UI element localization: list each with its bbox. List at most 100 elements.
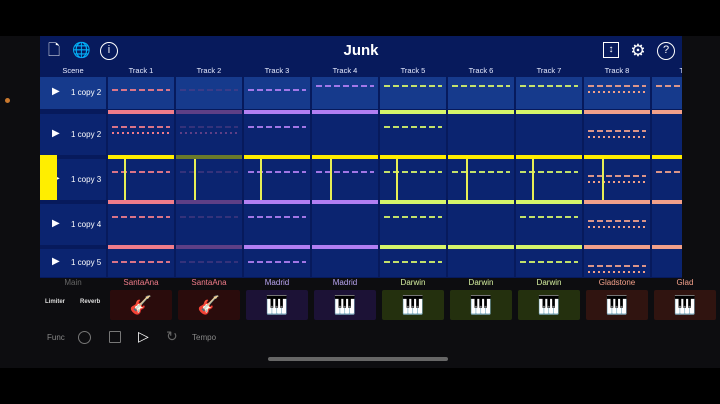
clip-cell[interactable] (516, 114, 582, 155)
instrument-name[interactable]: Darwin (400, 278, 426, 287)
clip-cell[interactable] (584, 77, 650, 109)
guitar-icon[interactable]: 🎸 (178, 290, 240, 320)
instrument-name[interactable]: Madrid (332, 278, 358, 287)
clip-cell[interactable] (652, 114, 682, 155)
drum-machine-icon[interactable]: 🎹 (586, 290, 648, 320)
clip-color-bar (584, 245, 650, 249)
clip-cell[interactable] (108, 77, 174, 109)
home-indicator[interactable] (268, 357, 448, 361)
clip-cell[interactable] (312, 159, 378, 200)
clip-cell[interactable] (108, 204, 174, 245)
clip-cell[interactable] (652, 159, 682, 200)
instrument-name[interactable]: Darwin (468, 278, 494, 287)
instrument-name[interactable]: SantaAna (191, 278, 227, 287)
clip-cell[interactable] (584, 114, 650, 155)
clip-cell[interactable] (244, 249, 310, 277)
clip-cell[interactable] (380, 77, 446, 109)
clip-cell[interactable] (108, 114, 174, 155)
clip-cell[interactable] (312, 249, 378, 277)
clip-color-bar (516, 200, 582, 204)
clip-cell[interactable] (312, 204, 378, 245)
record-button[interactable] (78, 331, 91, 344)
instrument-name[interactable]: Glad (676, 278, 694, 287)
gear-icon[interactable]: ⚙ (630, 41, 646, 60)
play-scene-icon[interactable]: ▶ (52, 256, 60, 267)
clip-notes (180, 261, 238, 263)
clip-cell[interactable] (448, 249, 514, 277)
func-button[interactable]: Func (47, 333, 65, 342)
clip-cell[interactable] (244, 114, 310, 155)
limiter-button[interactable]: Limiter (45, 299, 66, 305)
clip-cell[interactable] (516, 249, 582, 277)
keyboard-icon[interactable]: 🎹 (518, 290, 580, 320)
info-icon[interactable]: i (100, 42, 118, 60)
clip-cell[interactable] (584, 159, 650, 200)
instrument-name[interactable]: SantaAna (123, 278, 159, 287)
clip-color-bar (108, 200, 174, 204)
loop-icon[interactable]: ↻ (166, 328, 178, 344)
guitar-icon[interactable]: 🎸 (110, 290, 172, 320)
clip-cell[interactable] (448, 159, 514, 200)
globe-icon[interactable]: 🌐 (72, 42, 91, 59)
clip-cell[interactable] (176, 204, 242, 245)
drum-machine-icon[interactable]: 🎹 (654, 290, 716, 320)
clip-color-bar (380, 245, 446, 249)
clip-cell[interactable] (652, 249, 682, 277)
clip-cell[interactable] (380, 249, 446, 277)
keyboard-icon[interactable]: 🎹 (450, 290, 512, 320)
clip-cell[interactable] (516, 204, 582, 245)
synth-icon[interactable]: 🎹 (314, 290, 376, 320)
document-icon[interactable]: 🗋 (47, 42, 61, 59)
instrument-name[interactable]: Darwin (536, 278, 562, 287)
play-scene-icon[interactable]: ▶ (52, 217, 60, 229)
clip-cell[interactable] (312, 114, 378, 155)
reverb-button[interactable]: Reverb (80, 299, 101, 305)
clip-cell[interactable] (380, 204, 446, 245)
clip-cell[interactable] (380, 159, 446, 200)
column-header-track: Tra (679, 66, 683, 75)
clip-color-bar (108, 110, 174, 114)
clip-cell[interactable] (516, 159, 582, 200)
clip-notes (248, 216, 306, 218)
clip-cell[interactable] (652, 204, 682, 245)
clip-cell[interactable] (584, 249, 650, 277)
resize-icon[interactable]: ↕ (603, 42, 619, 58)
scene-row[interactable]: ▶ 1 copy 4 (40, 204, 106, 245)
clip-cell[interactable] (244, 77, 310, 109)
clip-color-bar (312, 110, 378, 114)
instrument-name[interactable]: Gladstone (598, 278, 636, 287)
stop-button[interactable] (109, 331, 121, 343)
scene-row[interactable]: ▶ 1 copy 2 (40, 114, 106, 155)
scene-row[interactable]: ▶ 1 copy 5 (40, 249, 106, 277)
scene-row[interactable]: ▶ 1 copy 2 (40, 77, 106, 109)
clip-notes (384, 216, 442, 218)
clip-cell[interactable] (176, 249, 242, 277)
clip-cell[interactable] (448, 114, 514, 155)
clip-cell[interactable] (652, 77, 682, 109)
clip-color-bar (652, 110, 682, 114)
clip-cell[interactable] (244, 204, 310, 245)
instrument-name[interactable]: Madrid (264, 278, 290, 287)
clip-cell[interactable] (244, 159, 310, 200)
clip-cell[interactable] (516, 77, 582, 109)
clip-notes (520, 85, 578, 87)
clip-notes (384, 85, 442, 87)
clip-notes (112, 216, 170, 218)
play-scene-icon[interactable]: ▶ (52, 127, 60, 139)
clip-cell[interactable] (448, 204, 514, 245)
keyboard-icon[interactable]: 🎹 (382, 290, 444, 320)
help-icon[interactable]: ? (657, 42, 675, 60)
clip-cell[interactable] (176, 77, 242, 109)
clip-cell[interactable] (380, 114, 446, 155)
synth-icon[interactable]: 🎹 (246, 290, 308, 320)
clip-cell[interactable] (108, 249, 174, 277)
clip-cell[interactable] (312, 77, 378, 109)
play-button[interactable]: ▷ (138, 328, 149, 344)
clip-cell[interactable] (584, 204, 650, 245)
clip-cell[interactable] (176, 159, 242, 200)
clip-cell[interactable] (108, 159, 174, 200)
tempo-button[interactable]: Tempo (192, 333, 217, 342)
play-scene-icon[interactable]: ▶ (52, 86, 60, 97)
clip-cell[interactable] (448, 77, 514, 109)
clip-cell[interactable] (176, 114, 242, 155)
